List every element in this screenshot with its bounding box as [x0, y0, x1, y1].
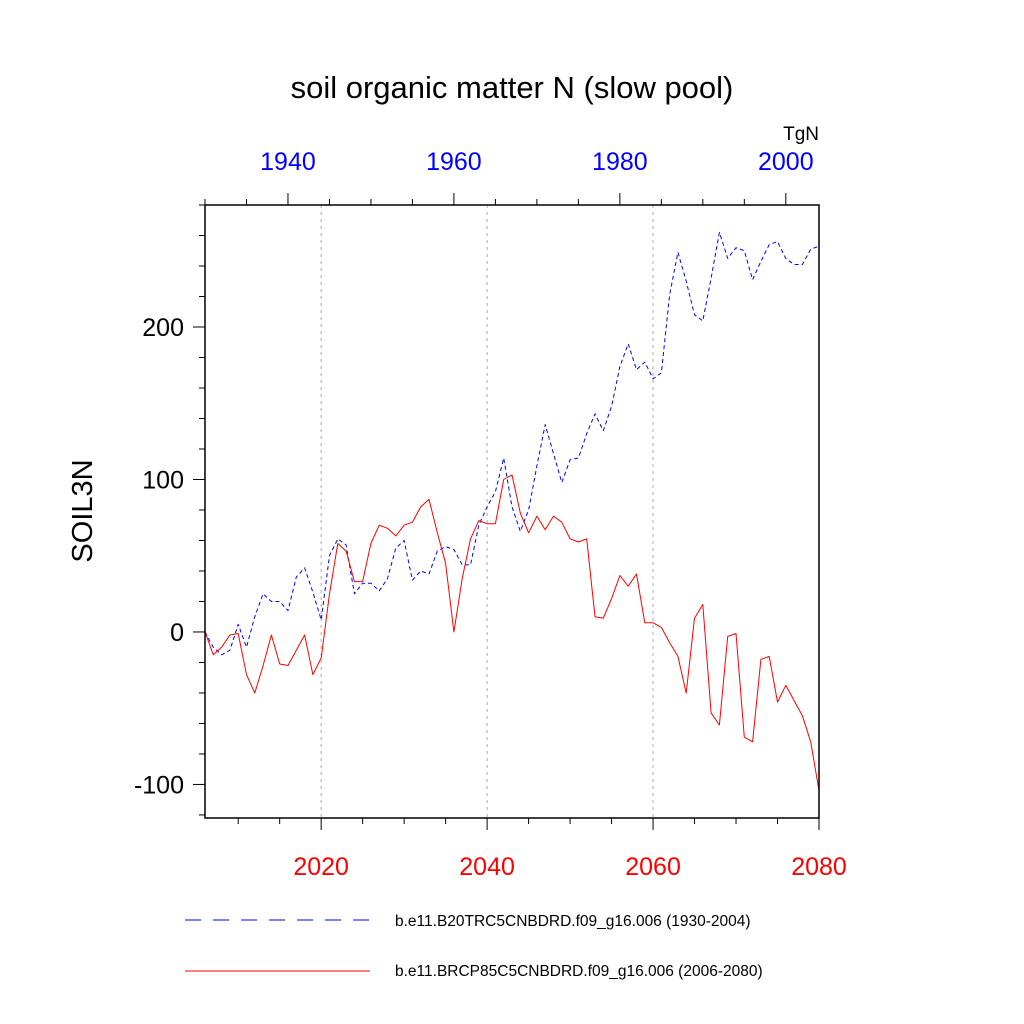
y-tick-label: -100 [134, 771, 184, 799]
y-tick-label: 0 [170, 619, 184, 647]
y-tick-labels: -100 0 100 200 [134, 314, 184, 799]
legend-label-historical: b.e11.B20TRC5CNBDRD.f09_g16.006 (1930-20… [395, 913, 751, 930]
bottom-x-tick-labels: 2020 2040 2060 2080 [293, 853, 846, 881]
chart-title: soil organic matter N (slow pool) [291, 70, 734, 105]
plot-frame [204, 204, 820, 819]
units-label: TgN [783, 124, 819, 145]
top-tick-label: 1960 [426, 148, 482, 176]
y-tick-label: 100 [142, 466, 184, 494]
axis-ticks [193, 193, 820, 830]
vertical-grid-lines [320, 205, 654, 818]
bottom-tick-label: 2060 [625, 853, 681, 881]
series-line-rcp85 [204, 474, 820, 791]
y-tick-label: 200 [142, 314, 184, 342]
top-tick-label: 1980 [592, 148, 648, 176]
bottom-tick-label: 2020 [293, 853, 349, 881]
top-tick-label: 2000 [758, 148, 814, 176]
legend-label-rcp85: b.e11.BRCP85C5CNBDRD.f09_g16.006 (2006-2… [395, 963, 763, 980]
series-line-historical [204, 231, 820, 656]
data-series [204, 231, 820, 791]
top-tick-label: 1940 [260, 148, 316, 176]
legend: b.e11.B20TRC5CNBDRD.f09_g16.006 (1930-20… [185, 913, 763, 980]
bottom-tick-label: 2040 [459, 853, 515, 881]
y-axis-label: SOIL3N [67, 459, 99, 562]
bottom-tick-label: 2080 [791, 853, 847, 881]
top-x-tick-labels: 1940 1960 1980 2000 [260, 148, 813, 176]
